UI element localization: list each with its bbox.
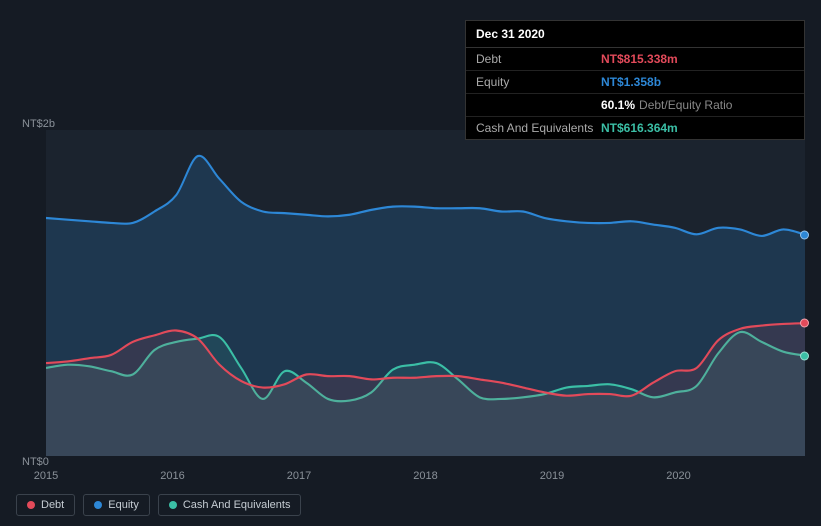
x-tick: 2019 (540, 470, 564, 482)
tooltip-row: EquityNT$1.358b (466, 71, 804, 94)
legend-dot-icon (94, 501, 102, 509)
x-tick: 2017 (287, 470, 311, 482)
tooltip-value: NT$1.358b (601, 75, 661, 89)
x-tick: 2020 (666, 470, 690, 482)
x-axis: 201520162017201820192020 (46, 470, 805, 486)
tooltip-value: NT$616.364m (601, 121, 678, 135)
series-end-dot (800, 319, 809, 328)
tooltip-panel: Dec 31 2020 DebtNT$815.338mEquityNT$1.35… (465, 20, 805, 140)
series-end-dot (800, 351, 809, 360)
tooltip-label: Equity (476, 75, 601, 89)
tooltip-date: Dec 31 2020 (466, 21, 804, 48)
y-axis-label-top: NT$2b (22, 118, 55, 130)
x-tick: 2018 (413, 470, 437, 482)
tooltip-label (476, 98, 601, 112)
tooltip-value: 60.1%Debt/Equity Ratio (601, 98, 732, 112)
tooltip-suffix: Debt/Equity Ratio (639, 98, 732, 112)
legend-label: Cash And Equivalents (183, 499, 291, 511)
legend-dot-icon (169, 501, 177, 509)
tooltip-label: Debt (476, 52, 601, 66)
legend-label: Equity (108, 499, 139, 511)
tooltip-row: 60.1%Debt/Equity Ratio (466, 94, 804, 117)
legend-item[interactable]: Debt (16, 494, 75, 516)
legend-label: Debt (41, 499, 64, 511)
tooltip-row: DebtNT$815.338m (466, 48, 804, 71)
tooltip-row: Cash And EquivalentsNT$616.364m (466, 117, 804, 139)
tooltip-label: Cash And Equivalents (476, 121, 601, 135)
series-end-dot (800, 230, 809, 239)
chart-area: NT$2b NT$0 (16, 120, 805, 466)
legend-item[interactable]: Equity (83, 494, 150, 516)
legend-item[interactable]: Cash And Equivalents (158, 494, 302, 516)
legend-dot-icon (27, 501, 35, 509)
x-tick: 2015 (34, 470, 58, 482)
legend: Debt Equity Cash And Equivalents (16, 494, 301, 516)
chart-plot[interactable] (46, 130, 805, 456)
y-axis-label-bottom: NT$0 (22, 456, 49, 468)
tooltip-value: NT$815.338m (601, 52, 678, 66)
x-tick: 2016 (160, 470, 184, 482)
